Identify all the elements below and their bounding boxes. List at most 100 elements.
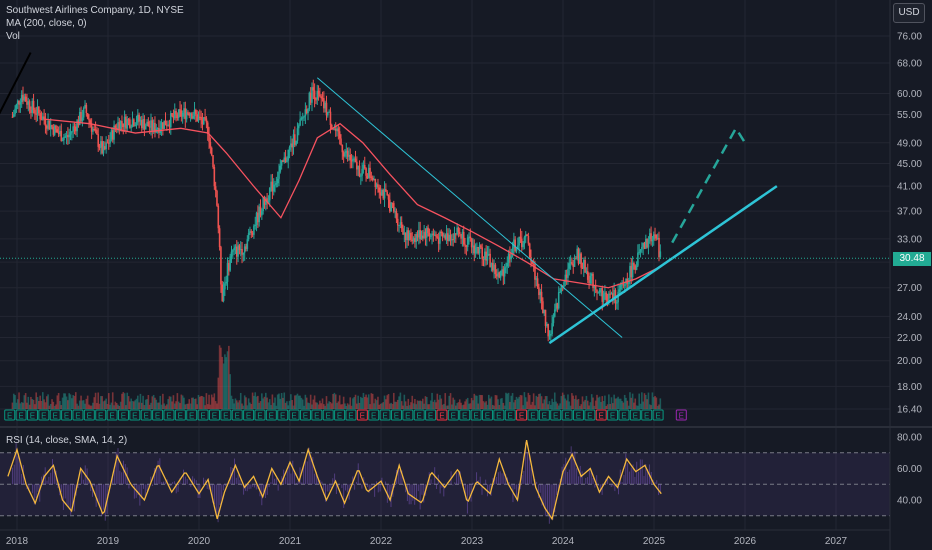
event-label: E — [87, 412, 92, 421]
event-label: E — [30, 412, 35, 421]
volume-bar — [461, 405, 464, 409]
candle-body — [344, 153, 346, 157]
earnings-event-marker — [402, 409, 414, 421]
event-label: E — [382, 412, 387, 421]
volume-bar — [630, 397, 633, 409]
volume-bar — [105, 398, 107, 409]
candle-body — [567, 268, 569, 278]
candle-body — [305, 109, 308, 114]
candle-body — [349, 154, 352, 161]
candle-body — [606, 300, 609, 302]
volume-bar — [53, 405, 56, 409]
volume-bar — [555, 401, 557, 409]
volume-bar — [222, 363, 225, 409]
volume-bar — [609, 403, 611, 409]
volume-bar — [264, 392, 267, 409]
volume-bar — [366, 397, 369, 409]
volume-bar — [427, 404, 429, 409]
volume-bar — [531, 401, 534, 409]
volume-bar — [415, 404, 418, 409]
volume-bar — [429, 400, 432, 409]
candle-body — [297, 125, 300, 129]
volume-bar — [195, 398, 197, 409]
candle-body — [90, 124, 93, 132]
candle-body — [598, 289, 601, 293]
candle-body — [23, 96, 26, 101]
candle-body — [361, 168, 363, 176]
volume-bar — [524, 397, 527, 409]
volume-bar — [179, 403, 181, 409]
candle-body — [552, 316, 555, 324]
volume-bar — [451, 404, 453, 409]
volume-bar — [177, 401, 180, 409]
earnings-event-marker — [117, 409, 129, 421]
price-tick-label: 20.00 — [897, 356, 922, 367]
volume-bar — [114, 401, 117, 409]
volume-bar — [613, 394, 615, 409]
candle-body — [357, 165, 359, 170]
currency-button[interactable]: USD — [893, 3, 925, 23]
candle-body — [505, 266, 507, 268]
volume-bar — [476, 395, 478, 409]
event-label: E — [405, 412, 410, 421]
candle-body — [45, 125, 48, 129]
candle-body — [221, 284, 224, 301]
candle-body — [452, 239, 454, 241]
candle-body — [213, 167, 216, 187]
volume-bar — [605, 405, 608, 409]
candle-body — [619, 284, 622, 290]
volume-bar — [245, 397, 247, 409]
volume-bar — [93, 397, 96, 409]
volume-bar — [490, 396, 493, 409]
candle-body — [286, 160, 288, 163]
volume-bar — [443, 403, 445, 409]
volume-bar — [338, 395, 341, 409]
volume-bar — [147, 394, 150, 409]
candle-body — [162, 122, 164, 129]
projection-path — [671, 125, 747, 244]
candle-body — [559, 291, 561, 293]
volume-bar — [394, 401, 396, 409]
candle-body — [621, 284, 623, 286]
candle-body — [612, 293, 614, 301]
candle-body — [241, 248, 243, 255]
candle-body — [117, 122, 119, 129]
candle-body — [230, 251, 233, 257]
candle-body — [449, 234, 452, 241]
candle-body — [556, 303, 559, 309]
candle-body — [457, 227, 460, 232]
candles — [11, 79, 662, 342]
candle-body — [378, 187, 381, 193]
earnings-event-marker — [481, 409, 493, 421]
volume-bar — [262, 398, 264, 409]
candle-body — [499, 270, 502, 278]
candle-body — [411, 239, 414, 241]
earnings-event-marker — [163, 409, 175, 421]
candle-body — [258, 206, 260, 223]
volume-bar — [255, 396, 258, 409]
candle-body — [43, 116, 45, 120]
candle-body — [65, 135, 68, 137]
volume-bar — [539, 393, 542, 409]
rsi-tick-label: 40.00 — [897, 496, 922, 507]
candle-body — [55, 125, 57, 130]
volume-bar — [540, 396, 543, 409]
volume-bar — [107, 393, 110, 409]
candle-body — [381, 190, 383, 196]
volume-bar — [544, 396, 547, 409]
volume-bar — [428, 404, 431, 409]
candle-body — [511, 248, 514, 257]
volume-bar — [514, 399, 516, 409]
candle-body — [451, 239, 453, 241]
volume-bar — [498, 404, 501, 409]
volume-bar — [129, 401, 131, 409]
volume-bar — [494, 395, 497, 409]
candle-body — [510, 256, 513, 260]
earnings-event-marker — [72, 409, 84, 421]
candle-body — [138, 114, 140, 122]
volume-bar — [447, 405, 449, 409]
candle-body — [74, 126, 77, 132]
candle-body — [168, 124, 171, 128]
volume-bar — [564, 398, 567, 409]
